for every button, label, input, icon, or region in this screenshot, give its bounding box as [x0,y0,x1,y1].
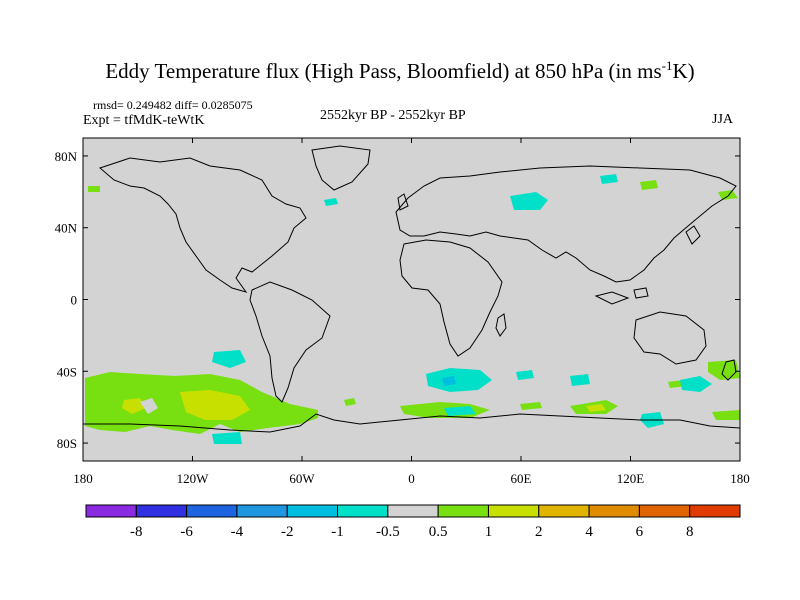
lon-tick-label: 120W [177,471,210,486]
anomaly-patches [85,174,740,444]
colorbar-swatch [186,504,238,518]
colorbar-swatch [236,504,288,518]
stats-label: rmsd= 0.249482 diff= 0.0285075 [93,98,253,112]
anomaly-green-nw-pacific [88,186,100,192]
colorbar-swatch [286,504,339,518]
anomaly-green-sw-pacific [708,360,740,380]
anomaly-cyan-south-atlantic [426,368,492,392]
lon-tick-label: 180 [730,471,750,486]
longitude-ticks: 180 120W 60W 0 60E 120E 180 [73,138,750,486]
anomaly-cyan-south-pacific [212,350,246,368]
anomaly-green-antarctic-1 [344,398,356,406]
anomaly-cyan-antarctic [212,432,242,444]
lat-tick-label: 40N [55,221,78,236]
coast-japan [685,225,701,245]
anomaly-green-antarctic-3 [712,410,740,420]
coast-north-america [99,157,307,293]
title-end: K) [672,59,695,83]
period-label: 2552kyr BP - 2552kyr BP [320,108,466,123]
anomaly-cyan-n-atlantic [510,192,548,210]
colorbar-swatch [487,504,540,518]
lat-tick-label: 80S [57,436,77,451]
coast-south-america [249,281,331,403]
title-superscript: -1 [661,58,673,73]
anomaly-green-n-siberia [640,180,658,190]
coast-indonesia [594,287,649,305]
anomaly-cyan-arctic [324,198,338,206]
lon-tick-label: 60E [511,471,532,486]
coastlines [83,145,741,433]
colorbar-label: -0.5 [376,524,400,540]
lat-tick-label: 80N [55,149,78,164]
coast-antarctica [83,413,741,433]
colorbar-swatch [337,504,389,518]
anomaly-cyan-south-indian-1 [516,370,534,380]
colorbar-swatch [387,504,439,518]
colorbar-swatch [538,504,590,518]
coast-madagascar [495,313,507,337]
anomaly-green-ne-asia [718,190,738,200]
colorbar-label: 8 [686,524,694,540]
colorbar-swatch [588,504,640,518]
colorbar-label: -2 [281,524,294,540]
colorbar-label: 0.5 [429,524,448,540]
lat-tick-label: 0 [71,293,78,308]
colorbar-label: -1 [331,524,344,540]
season-label: JJA [712,112,734,127]
colorbar-label: -6 [180,524,193,540]
anomaly-cyan-core [442,376,456,386]
colorbar-label: 1 [485,524,493,540]
coast-uk [397,193,409,211]
colorbar-label: -8 [130,524,143,540]
lon-tick-label: 60W [289,471,315,486]
lon-tick-label: 0 [408,471,415,486]
title-main: Eddy Temperature flux (High Pass, Bloomf… [105,59,662,83]
experiment-label: Expt = tfMdK-teWtK [83,113,205,128]
anomaly-yellow-south-pacific [180,390,250,420]
coast-greenland [311,145,371,191]
lon-tick-label: 120E [617,471,645,486]
coast-eurasia [395,165,737,283]
colorbar-label: 4 [585,524,593,540]
coast-australia [633,311,707,365]
anomaly-cyan-north-russia [600,174,618,184]
anomaly-green-antarctic-2 [520,402,542,410]
colorbar-label: 2 [535,524,543,540]
colorbar-label: -4 [231,524,244,540]
lon-tick-label: 180 [73,471,93,486]
colorbar: -8 -6 -4 -2 -1 -0.5 0.5 1 2 4 6 8 [85,504,741,540]
colorbar-swatch [135,504,188,518]
latitude-ticks: 80N 40N 0 40S 80S [55,149,740,451]
anomaly-cyan-weddell [444,406,476,416]
coast-africa [399,239,503,357]
colorbar-swatch [437,504,489,518]
colorbar-swatch [85,504,137,518]
colorbar-swatch [689,504,741,518]
colorbar-label: 6 [636,524,644,540]
chart-title: Eddy Temperature flux (High Pass, Bloomf… [0,58,800,84]
anomaly-gray-hole [140,398,158,414]
anomaly-yellow-south-indian [586,404,606,412]
coast-new-zealand [721,359,737,381]
lat-tick-label: 40S [57,364,77,379]
anomaly-cyan-sw-pacific [680,376,712,392]
colorbar-swatch [638,504,691,518]
anomaly-cyan-south-indian-2 [570,374,590,386]
